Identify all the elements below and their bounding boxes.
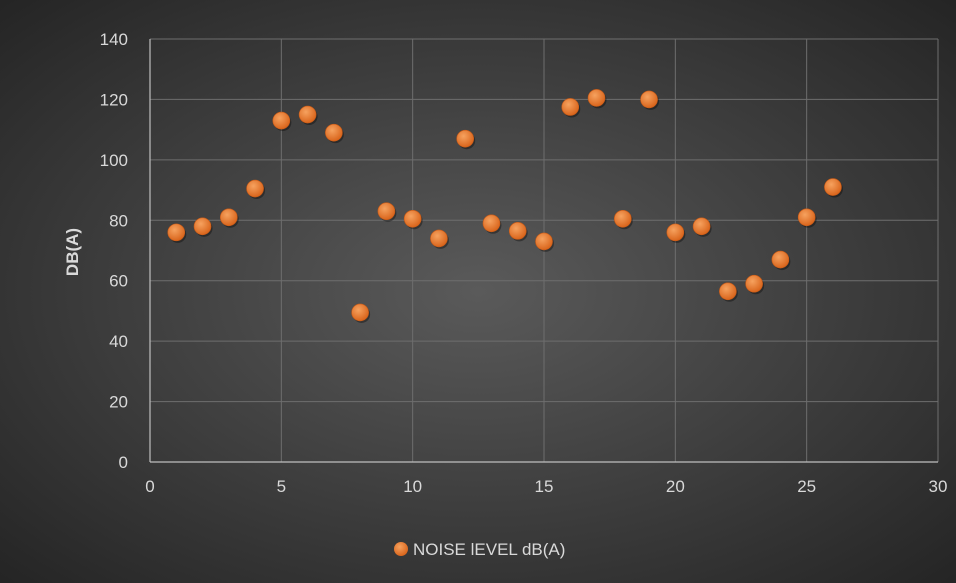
data-point (220, 208, 238, 227)
data-point (430, 229, 448, 248)
gridlines (150, 38, 939, 462)
data-point (325, 123, 343, 142)
legend-label: NOISE lEVEL dB(A) (413, 540, 565, 559)
data-point (456, 129, 475, 148)
data-points (167, 89, 843, 323)
data-point (377, 202, 396, 221)
y-tick-label: 120 (100, 90, 128, 109)
data-point (272, 111, 291, 130)
x-tick-label: 20 (666, 477, 685, 496)
data-point (666, 223, 685, 242)
data-point (797, 208, 816, 227)
data-point (403, 209, 422, 228)
y-tick-label: 0 (119, 453, 128, 472)
y-tick-label: 80 (109, 211, 128, 230)
data-point (745, 274, 763, 293)
data-point (298, 105, 317, 124)
data-point (613, 209, 632, 228)
x-tick-label: 25 (797, 477, 816, 496)
axes: 0 20 40 60 80 100 120 140 0 5 10 15 20 25 30 (100, 30, 948, 496)
legend: NOISE lEVEL dB(A) (394, 540, 565, 559)
data-point (587, 89, 606, 107)
data-point (508, 222, 527, 240)
data-point (193, 217, 212, 236)
data-point (535, 232, 553, 251)
data-point (482, 214, 501, 233)
data-point (692, 217, 711, 236)
y-tick-label: 20 (109, 393, 128, 412)
data-point (719, 282, 737, 301)
y-axis-title: DB(A) (63, 228, 82, 276)
y-tick-label: 100 (100, 151, 128, 170)
x-tick-label: 15 (535, 477, 554, 496)
data-point (561, 98, 580, 116)
x-tick-label: 5 (277, 477, 286, 496)
x-tick-label: 10 (403, 477, 422, 496)
y-tick-label: 40 (109, 332, 128, 351)
data-point (167, 223, 186, 242)
data-point (246, 179, 264, 198)
y-tick-label: 140 (100, 30, 128, 49)
x-tick-label: 0 (145, 477, 154, 496)
data-point (824, 178, 842, 196)
y-tick-label: 60 (109, 272, 128, 291)
x-tick-label: 30 (929, 477, 948, 496)
data-point (351, 303, 369, 322)
data-point (640, 90, 658, 109)
data-point (771, 250, 790, 269)
legend-marker (394, 542, 408, 556)
